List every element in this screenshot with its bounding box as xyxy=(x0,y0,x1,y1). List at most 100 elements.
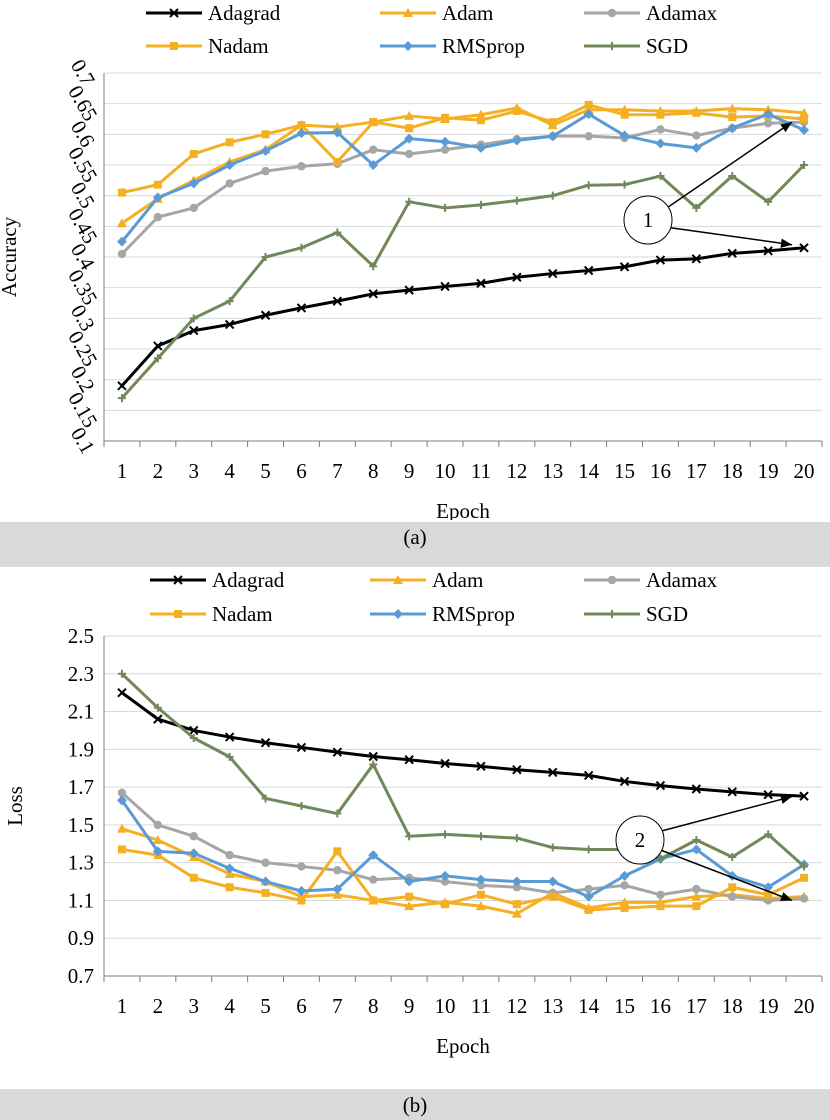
data-point-adagrad xyxy=(440,281,450,292)
y-axis-label: Loss xyxy=(3,786,27,826)
data-point-sgd xyxy=(548,191,557,200)
data-point-sgd xyxy=(189,314,198,323)
data-point-adam xyxy=(116,823,127,833)
data-point-adagrad xyxy=(619,262,630,272)
series-adam xyxy=(116,823,810,918)
legend-item-sgd: SGD xyxy=(584,602,688,626)
data-point-sgd xyxy=(620,180,629,189)
data-point-adagrad xyxy=(763,789,773,800)
series-line-sgd xyxy=(120,163,806,400)
data-point-nadam xyxy=(548,892,557,901)
data-point-sgd xyxy=(476,832,485,841)
data-point-nadam xyxy=(800,115,809,123)
x-tick-label: 18 xyxy=(722,459,743,483)
data-point-rmsprop xyxy=(296,128,307,139)
annotation-arrowhead xyxy=(780,794,793,804)
data-point-nadam xyxy=(333,157,342,166)
y-tick-labels: 0.10.150.20.250.30.350.40.450.50.550.60.… xyxy=(63,55,102,458)
data-point-sgd xyxy=(117,669,126,678)
data-point-nadam xyxy=(369,118,378,127)
legend-label: Nadam xyxy=(212,602,273,626)
data-point-nadam xyxy=(548,118,557,127)
data-point-rmsprop xyxy=(727,123,738,134)
legend-marker xyxy=(608,610,616,618)
data-point-adam xyxy=(152,835,163,844)
x-tick-label: 6 xyxy=(296,459,307,483)
data-point-adamax xyxy=(117,249,127,259)
data-point-adagrad xyxy=(799,243,809,253)
data-point-rmsprop xyxy=(296,886,307,896)
x-tick-label: 9 xyxy=(404,459,415,483)
x-tick-labels: 1 2 3 4 5 6 7 8 9 10 11 12 13 14 15 16 17 18 19 20 xyxy=(117,994,815,1018)
data-point-adamax xyxy=(584,131,593,141)
x-tick-label: 5 xyxy=(260,994,271,1018)
legend-item-nadam: Nadam xyxy=(146,34,269,58)
data-point-sgd xyxy=(764,197,773,206)
data-point-adagrad xyxy=(799,791,809,801)
data-point-sgd xyxy=(369,262,378,271)
data-point-adagrad xyxy=(117,687,127,698)
data-point-nadam xyxy=(441,900,450,909)
data-point-sgd xyxy=(225,752,234,761)
x-tick-label: 13 xyxy=(542,459,563,483)
data-point-sgd xyxy=(441,203,450,212)
annotation: 2 xyxy=(615,794,793,902)
data-point-rmsprop xyxy=(691,142,702,153)
x-tick-label: 19 xyxy=(758,994,779,1018)
x-tick-label: 12 xyxy=(506,994,527,1018)
series-line-rmsprop xyxy=(120,112,805,243)
annotation-arrowhead xyxy=(780,892,793,901)
data-point-adam xyxy=(224,869,235,878)
data-point-sgd xyxy=(333,228,342,237)
x-tick-label: 20 xyxy=(794,459,815,483)
data-point-adamax xyxy=(189,832,198,841)
legend-label: Adam xyxy=(432,568,483,592)
annotation-circle xyxy=(615,815,665,865)
series-sgd xyxy=(117,161,809,403)
data-point-rmsprop xyxy=(368,160,379,170)
legend-label: Adagrad xyxy=(208,1,281,25)
x-tick-label: 5 xyxy=(260,459,271,483)
data-point-adam xyxy=(404,110,415,120)
x-tick-label: 3 xyxy=(189,994,200,1018)
y-tick-label: 1.7 xyxy=(68,775,94,799)
data-point-adam xyxy=(332,121,343,131)
series-line-rmsprop xyxy=(120,799,805,899)
data-point-rmsprop xyxy=(152,846,163,857)
data-point-sgd xyxy=(476,200,485,209)
data-point-rmsprop xyxy=(188,848,199,859)
series-line-nadam xyxy=(121,103,805,195)
x-tick-label: 6 xyxy=(296,994,307,1018)
series-line-adam xyxy=(121,106,805,225)
caption-bar-a xyxy=(0,522,830,567)
annotation-label: 2 xyxy=(635,828,646,852)
x-tick-label: 1 xyxy=(117,459,128,483)
data-point-adamax xyxy=(692,884,701,894)
data-point-nadam xyxy=(405,124,414,133)
legend-item-rmsprop: RMSprop xyxy=(370,602,515,626)
x-tick-label: 13 xyxy=(542,994,563,1018)
legend-label: Adam xyxy=(442,1,493,25)
data-point-adamax xyxy=(297,162,306,171)
data-point-rmsprop xyxy=(224,160,235,170)
x-tick-label: 2 xyxy=(153,459,164,483)
legend-label: Adagrad xyxy=(212,568,285,592)
x-tick-label: 18 xyxy=(722,994,743,1018)
data-point-nadam xyxy=(692,902,701,911)
y-tick-label: 0.7 xyxy=(66,55,100,90)
data-point-adagrad xyxy=(512,765,522,775)
data-point-adamax xyxy=(369,875,378,884)
legend-item-rmsprop: RMSprop xyxy=(380,34,525,58)
x-tick-label: 2 xyxy=(153,994,164,1018)
loss-chart-panel: 0.7 0.9 1.1 1.3 1.5 1.7 1.9 2.1 2.3 2.5 1 2 3 4 5 6 7 8 9 1… xyxy=(0,568,830,1088)
data-point-sgd xyxy=(153,703,162,712)
data-point-sgd xyxy=(800,862,809,871)
data-point-adamax xyxy=(153,820,163,830)
annotation-arrow xyxy=(657,121,793,215)
data-point-adam xyxy=(691,891,702,901)
data-point-rmsprop xyxy=(188,178,199,189)
data-point-nadam xyxy=(117,188,126,197)
legend-item-adam: Adam xyxy=(380,1,493,25)
x-tick-label: 16 xyxy=(650,994,671,1018)
data-point-rmsprop xyxy=(763,109,774,120)
